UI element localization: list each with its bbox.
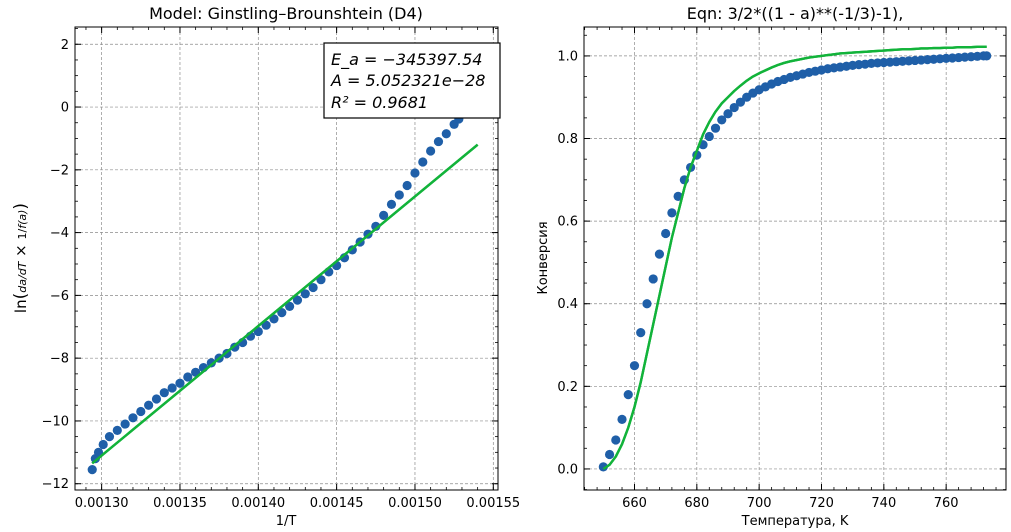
data-point <box>648 274 658 284</box>
data-point <box>735 97 746 107</box>
data-point <box>636 328 646 338</box>
y-tick-label: −12 <box>42 477 69 492</box>
right-y-axis-label: Конверсия <box>536 221 551 294</box>
r-squared-text: R² = 0.9681 <box>331 93 428 112</box>
right-ticks: 660 680 700 720 740 760 0.0 0.2 0.4 0.6 0.8 1.0 <box>557 27 1006 511</box>
data-point <box>183 372 193 382</box>
data-point <box>136 406 146 417</box>
data-point <box>269 314 279 324</box>
data-point <box>729 102 739 113</box>
data-point <box>371 221 381 231</box>
x-tick-label: 700 <box>747 496 772 511</box>
x-tick-label: 0.00140 <box>231 496 285 511</box>
data-point <box>402 180 412 191</box>
y-tick-label: 0.2 <box>557 380 578 395</box>
x-tick-label: 0.00150 <box>388 496 442 511</box>
data-point <box>661 228 671 239</box>
data-point <box>151 394 162 404</box>
data-point <box>379 210 389 220</box>
data-point <box>710 123 721 133</box>
data-point <box>144 400 154 410</box>
y-tick-label: 0.4 <box>557 297 578 312</box>
data-point <box>277 308 287 318</box>
right-grid <box>584 27 1006 490</box>
data-point <box>418 157 428 167</box>
fit-parameters-box: E_a = −345397.54 A = 5.052321e−28 R² = 0… <box>323 42 501 119</box>
x-tick-label: 760 <box>934 496 959 511</box>
data-point <box>167 383 177 393</box>
pre-exponential-text: A = 5.052321e−28 <box>330 71 485 90</box>
y-tick-label: 0.8 <box>557 132 578 147</box>
data-point <box>667 208 677 218</box>
x-tick-label: 0.00145 <box>310 496 364 511</box>
right-plot-frame <box>583 26 1007 491</box>
data-point <box>704 131 714 142</box>
data-point <box>394 190 404 200</box>
data-point <box>604 449 615 460</box>
y-tick-label: 2 <box>61 38 69 53</box>
left-chart: Model: Ginstling–Brounshtein (D4) 0.0013… <box>11 4 520 529</box>
data-point <box>433 136 444 147</box>
left-chart-title: Model: Ginstling–Brounshtein (D4) <box>149 4 423 23</box>
data-point <box>300 289 310 299</box>
data-point <box>426 146 436 156</box>
fit-line-overlay <box>602 45 987 470</box>
data-point <box>982 51 992 61</box>
data-point <box>128 413 138 423</box>
data-point <box>617 414 627 424</box>
x-tick-label: 720 <box>809 496 834 511</box>
right-x-axis-label: Температура, K <box>741 514 849 529</box>
x-tick-label: 680 <box>684 496 709 511</box>
data-point <box>654 249 665 259</box>
data-point <box>441 129 451 139</box>
fit-line-overlay <box>91 143 479 465</box>
data-point <box>93 447 104 457</box>
data-point <box>723 109 733 119</box>
x-tick-label: 740 <box>871 496 896 511</box>
x-tick-label: 660 <box>622 496 647 511</box>
data-point <box>598 462 608 472</box>
data-point <box>410 168 420 178</box>
data-point <box>175 378 185 388</box>
data-point <box>292 295 303 305</box>
data-point <box>673 191 683 201</box>
data-point <box>629 361 640 371</box>
left-y-axis-label: ln(da/dT × 1/f(a)) <box>11 203 31 313</box>
data-point <box>642 299 652 309</box>
data-point <box>159 388 169 398</box>
y-tick-label: −4 <box>50 226 69 241</box>
y-tick-label: 0.0 <box>557 462 578 477</box>
data-point <box>87 465 97 475</box>
y-tick-label: −6 <box>50 289 69 304</box>
data-point <box>308 282 318 293</box>
y-tick-label: −10 <box>42 414 69 429</box>
y-tick-label: 0 <box>61 101 69 116</box>
data-point <box>285 301 295 311</box>
x-tick-label: 0.00135 <box>153 496 207 511</box>
right-chart: Eqn: 3/2*((1 - a)**(-1/3)-1), 660 680 700 7… <box>536 4 1007 529</box>
left-ticks: 0.00130 0.00135 0.00140 0.00145 0.00150 0.001… <box>42 27 520 511</box>
data-point <box>623 389 633 400</box>
data-point <box>112 425 122 435</box>
data-point <box>98 439 108 450</box>
data-point <box>206 358 216 368</box>
left-marks <box>87 108 479 475</box>
left-plot-frame <box>74 26 499 491</box>
y-tick-label: −8 <box>50 352 69 367</box>
data-point <box>611 435 621 445</box>
y-tick-label: −2 <box>50 163 69 178</box>
data-point <box>717 115 727 125</box>
data-point <box>386 199 397 209</box>
x-tick-label: 0.00130 <box>75 496 129 511</box>
right-chart-title: Eqn: 3/2*((1 - a)**(-1/3)-1), <box>687 4 904 23</box>
activation-energy-text: E_a = −345397.54 <box>331 50 482 70</box>
y-tick-label: 0.6 <box>557 215 578 230</box>
data-point <box>120 419 130 429</box>
right-marks <box>598 45 992 472</box>
y-tick-label: 1.0 <box>557 49 578 64</box>
left-x-axis-label: 1/T <box>276 514 297 529</box>
data-point <box>104 432 115 442</box>
x-tick-label: 0.00155 <box>466 496 520 511</box>
